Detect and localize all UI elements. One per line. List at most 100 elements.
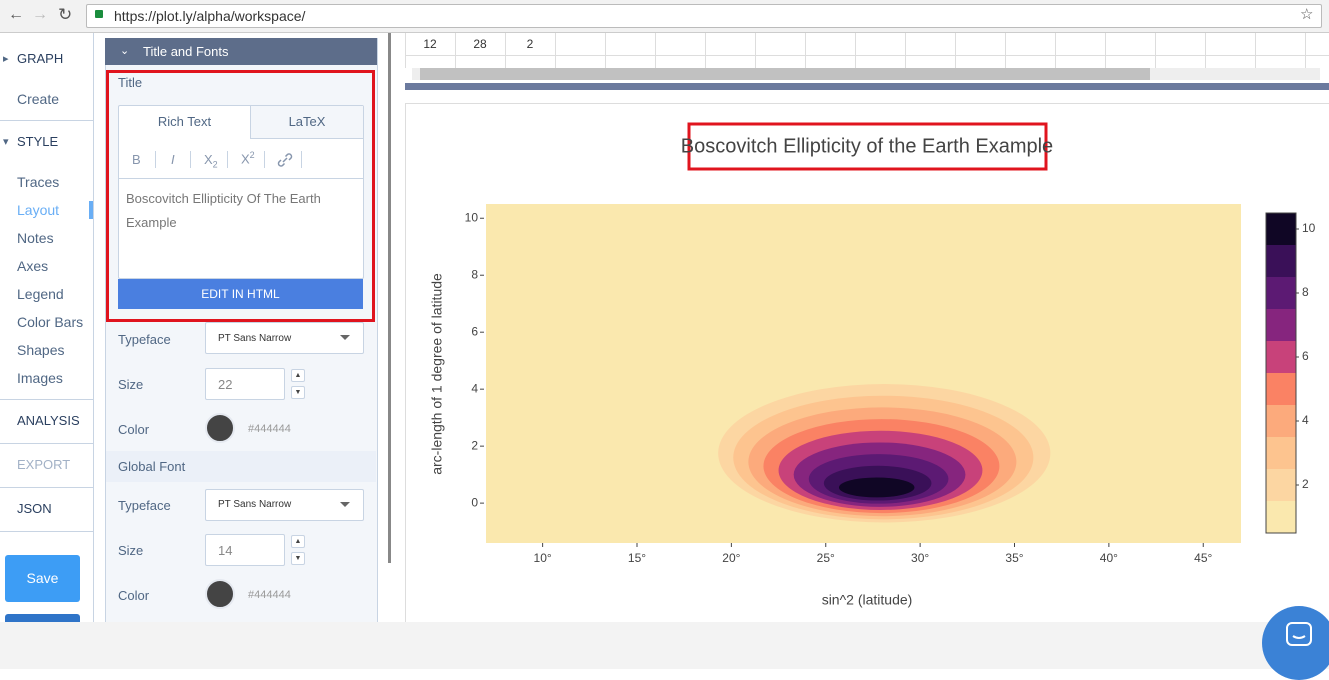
divider <box>0 120 93 121</box>
y-axis-title: arc-length of 1 degree of latitude <box>429 273 445 475</box>
step-down[interactable]: ▼ <box>291 552 305 565</box>
number-input[interactable] <box>205 368 285 400</box>
x-tick-label: 35° <box>1005 551 1023 565</box>
colorbar-band <box>1266 213 1296 245</box>
table-cell: 28 <box>473 37 487 51</box>
divider <box>0 443 93 444</box>
chart-title: Boscovitch Ellipticity of the Earth Exam… <box>681 135 1053 157</box>
field-label: Size <box>118 543 144 558</box>
grid-column <box>1205 33 1206 68</box>
y-tick-label: 10 <box>465 210 479 224</box>
divider <box>0 531 93 532</box>
subscript-button[interactable]: X2 <box>204 152 218 170</box>
nav-item[interactable]: Images <box>17 370 63 386</box>
colorbar-band <box>1266 405 1296 437</box>
grid-column <box>505 33 506 68</box>
grid-column <box>1005 33 1006 68</box>
dropdown-value: PT Sans Narrow <box>218 499 292 510</box>
divider <box>119 178 363 179</box>
h-scroll-thumb[interactable] <box>420 68 1150 80</box>
tab[interactable]: LaTeX <box>250 106 363 139</box>
grid-column <box>1255 33 1256 68</box>
number-input[interactable] <box>205 534 285 566</box>
color-value: #444444 <box>248 423 291 435</box>
section-header[interactable] <box>105 38 377 65</box>
grid-column <box>705 33 706 68</box>
x-tick-label: 25° <box>817 551 835 565</box>
separator <box>190 151 191 168</box>
italic-button[interactable]: I <box>171 152 175 167</box>
chevron: ▾ <box>3 136 9 148</box>
chat-button[interactable] <box>1262 606 1329 680</box>
y-tick-label: 8 <box>471 267 478 281</box>
separator <box>227 151 228 168</box>
scrollbar[interactable] <box>388 33 391 563</box>
nav-item[interactable]: Legend <box>17 286 64 302</box>
nav-graph[interactable]: GRAPH <box>17 51 64 66</box>
section-title: Title and Fonts <box>143 44 229 59</box>
bold-button[interactable]: B <box>132 152 141 167</box>
save-button[interactable]: Save <box>5 555 80 602</box>
tab-active[interactable]: Rich Text <box>157 114 212 129</box>
colorbar-band <box>1266 373 1296 405</box>
active-marker <box>89 201 93 219</box>
link-button[interactable] <box>276 152 294 168</box>
nav-item[interactable]: Color Bars <box>17 314 84 330</box>
resize-bar[interactable] <box>405 83 1329 90</box>
subsection-title: Global Font <box>118 459 186 474</box>
dropdown[interactable] <box>205 322 364 354</box>
nav-item[interactable]: Shapes <box>17 342 65 358</box>
dropdown[interactable] <box>205 489 364 521</box>
field-label: Typeface <box>118 332 171 347</box>
y-tick-label: 0 <box>471 495 478 509</box>
step-up[interactable]: ▲ <box>291 535 305 548</box>
colorbar-tick-label: 10 <box>1302 221 1316 235</box>
sub-index: 2 <box>212 159 218 170</box>
nav-item[interactable]: Axes <box>17 258 49 274</box>
colorbar-band <box>1266 309 1296 341</box>
grid-column <box>755 33 756 68</box>
grid-column <box>905 33 906 68</box>
grid-column <box>405 33 406 68</box>
color-swatch[interactable] <box>205 413 235 443</box>
y-tick-label: 6 <box>471 324 478 338</box>
nav-style[interactable]: STYLE <box>17 134 59 149</box>
address-bar[interactable] <box>86 4 1322 28</box>
nav-item[interactable]: Layout <box>17 202 60 218</box>
back[interactable]: ← <box>8 6 24 23</box>
field-label: Color <box>118 422 150 437</box>
colorbar-band <box>1266 469 1296 501</box>
superscript-button[interactable]: X2 <box>241 150 255 166</box>
x-tick-label: 15° <box>628 551 646 565</box>
step-up[interactable]: ▲ <box>291 369 305 382</box>
y-tick-label: 4 <box>471 381 478 395</box>
star[interactable]: ☆ <box>1300 6 1314 23</box>
color-swatch[interactable] <box>205 579 235 609</box>
field-label: Title <box>118 75 143 90</box>
step-down[interactable]: ▼ <box>291 386 305 399</box>
color-value: #444444 <box>248 589 291 601</box>
divider <box>0 487 93 488</box>
nav-item[interactable]: Create <box>17 91 60 107</box>
edit-html-button[interactable]: EDIT IN HTML <box>118 279 363 309</box>
grid-column <box>1055 33 1056 68</box>
x-tick-label: 30° <box>911 551 929 565</box>
x-tick-label: 40° <box>1100 551 1118 565</box>
title-text[interactable]: Boscovitch Ellipticity Of The Earth Exam… <box>126 191 321 230</box>
forward[interactable]: → <box>32 6 48 23</box>
chevron: ⌄ <box>120 45 130 57</box>
nav-item[interactable]: Traces <box>17 174 60 190</box>
separator <box>264 151 265 168</box>
grid-column <box>1155 33 1156 68</box>
nav-export[interactable]: EXPORT <box>17 457 71 472</box>
colorbar-band <box>1266 277 1296 309</box>
grid-column <box>805 33 806 68</box>
dropdown-value: PT Sans Narrow <box>218 333 292 344</box>
nav-item[interactable]: Notes <box>17 230 54 246</box>
reload[interactable]: ↻ <box>58 5 73 24</box>
separator <box>155 151 156 168</box>
nav-json[interactable]: JSON <box>17 501 52 516</box>
x-tick-label: 45° <box>1194 551 1212 565</box>
nav-analysis[interactable]: ANALYSIS <box>17 413 80 428</box>
